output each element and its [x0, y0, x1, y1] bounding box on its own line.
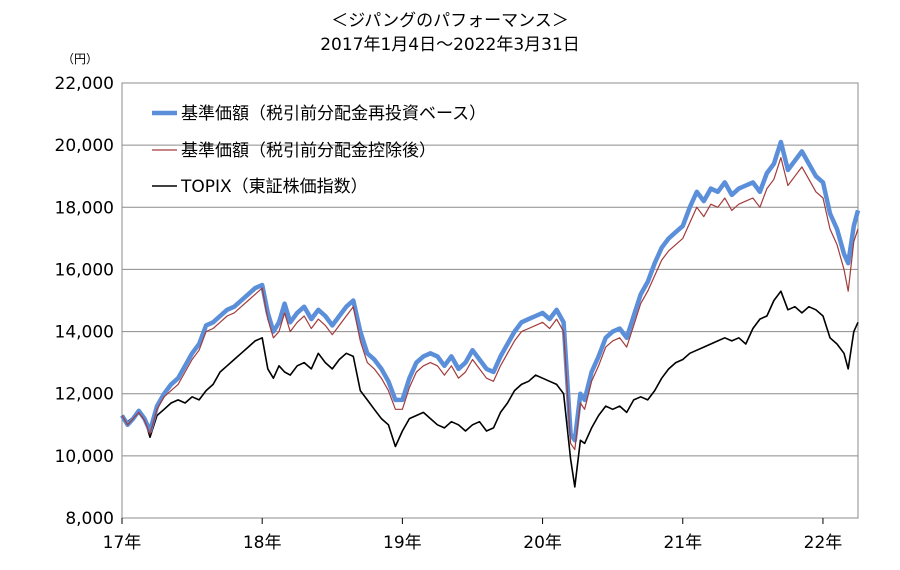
- x-tick-label: 17年: [103, 533, 142, 553]
- chart-title: ＜ジパングのパフォーマンス＞: [331, 11, 569, 31]
- y-axis-unit: （円）: [62, 52, 99, 66]
- y-tick-label: 14,000: [55, 323, 114, 343]
- x-tick-label: 18年: [243, 533, 282, 553]
- chart-subtitle: 2017年1月4日～2022年3月31日: [320, 35, 580, 55]
- legend-label: 基準価額（税引前分配金控除後）: [181, 141, 436, 161]
- y-tick-label: 18,000: [55, 198, 114, 218]
- y-tick-label: 10,000: [55, 447, 114, 467]
- x-tick-label: 19年: [383, 533, 422, 553]
- legend-label: TOPIX（東証株価指数）: [180, 177, 368, 197]
- plot-frame: [121, 82, 859, 519]
- y-tick-label: 12,000: [55, 385, 114, 405]
- series-line: [121, 157, 859, 451]
- series-line: [121, 290, 859, 488]
- y-tick-label: 16,000: [55, 260, 114, 280]
- x-tick-label: 20年: [523, 533, 562, 553]
- y-tick-label: 20,000: [55, 136, 114, 156]
- legend-label: 基準価額（税引前分配金再投資ベース）: [181, 104, 486, 124]
- y-tick-label: 22,000: [55, 74, 114, 94]
- y-tick-label: 8,000: [65, 509, 114, 529]
- x-tick-label: 22年: [804, 533, 843, 553]
- series-line: [120, 139, 861, 443]
- x-tick-label: 21年: [663, 533, 702, 553]
